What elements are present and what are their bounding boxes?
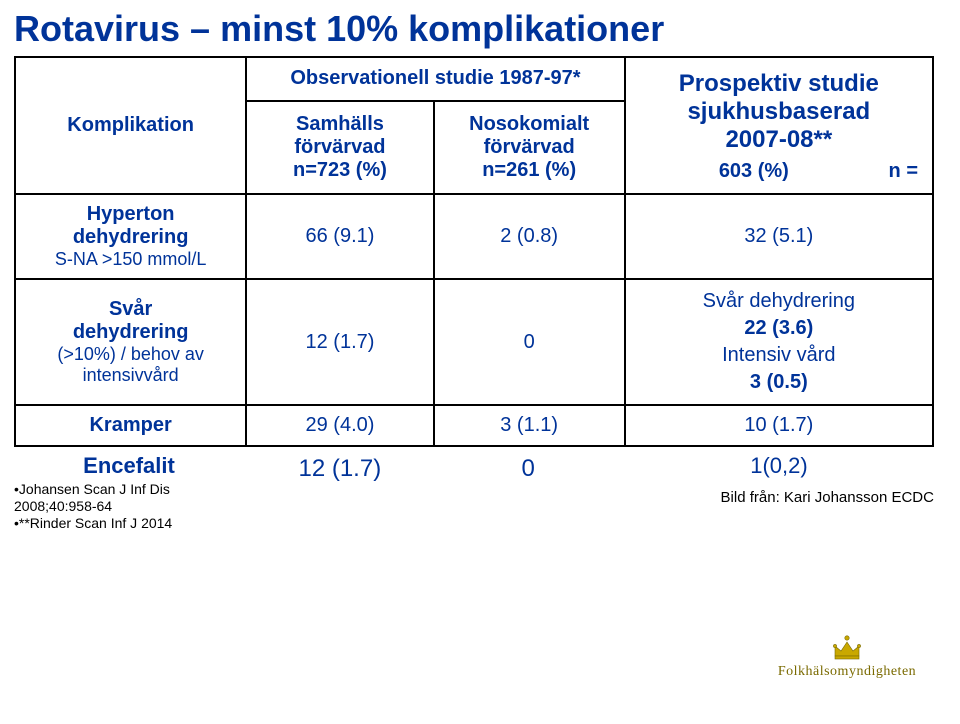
footer-c1: 12 (1.7)	[247, 453, 432, 483]
footer-label: Encefalit	[83, 453, 175, 478]
row1-label: Hyperton dehydrering S-NA >150 mmol/L	[15, 194, 246, 279]
prospective-n-left: 603 (%)	[640, 160, 868, 183]
footer-c2: 0	[436, 453, 621, 483]
page-title: Rotavirus – minst 10% komplikationer	[0, 0, 960, 56]
prospective-line1: Prospektiv studie	[679, 70, 879, 97]
row3-c3: 10 (1.7)	[625, 405, 933, 446]
footer-ref2: •**Rinder Scan Inf J 2014	[14, 515, 244, 532]
row3-c2: 3 (1.1)	[434, 405, 625, 446]
image-credit: Bild från: Kari Johansson ECDC	[624, 489, 934, 506]
row2-label: Svår dehydrering (>10%) / behov av inten…	[15, 279, 246, 405]
prospective-line2: sjukhusbaserad	[687, 98, 870, 125]
row1-c1: 66 (9.1)	[246, 194, 433, 279]
table-row: Kramper 29 (4.0) 3 (1.1) 10 (1.7)	[15, 405, 933, 446]
row1-c3: 32 (5.1)	[625, 194, 933, 279]
row2-c2: 0	[434, 279, 625, 405]
footer-ref1: •Johansen Scan J Inf Dis 2008;40:958-64	[14, 481, 244, 515]
footer-label-block: Encefalit •Johansen Scan J Inf Dis 2008;…	[14, 453, 244, 531]
complications-table: Komplikation Observationell studie 1987-…	[14, 56, 934, 447]
crown-icon	[827, 634, 867, 662]
footer-row: Encefalit •Johansen Scan J Inf Dis 2008;…	[14, 453, 934, 531]
row2-c3: Svår dehydrering 22 (3.6) Intensiv vård …	[625, 279, 933, 405]
col-header-observational: Observationell studie 1987-97*	[246, 57, 624, 101]
col-header-prospective: Prospektiv studie sjukhusbaserad 2007-08…	[625, 57, 933, 194]
subhead-community: Samhälls förvärvad n=723 (%)	[246, 101, 433, 194]
row1-c2: 2 (0.8)	[434, 194, 625, 279]
table-row: Svår dehydrering (>10%) / behov av inten…	[15, 279, 933, 405]
prospective-n-right: n =	[868, 160, 918, 183]
row3-label: Kramper	[15, 405, 246, 446]
agency-logo: Folkhälsomyndigheten	[762, 634, 932, 680]
col-header-komplikation: Komplikation	[15, 57, 246, 194]
prospective-line3: 2007-08**	[725, 126, 832, 153]
row2-c1: 12 (1.7)	[246, 279, 433, 405]
subhead-nosocomial: Nosokomialt förvärvad n=261 (%)	[434, 101, 625, 194]
table-header-row-1: Komplikation Observationell studie 1987-…	[15, 57, 933, 101]
footer-c3: 1(0,2)	[624, 453, 934, 479]
row3-c1: 29 (4.0)	[246, 405, 433, 446]
agency-name: Folkhälsomyndigheten	[762, 664, 932, 680]
table-row: Hyperton dehydrering S-NA >150 mmol/L 66…	[15, 194, 933, 279]
